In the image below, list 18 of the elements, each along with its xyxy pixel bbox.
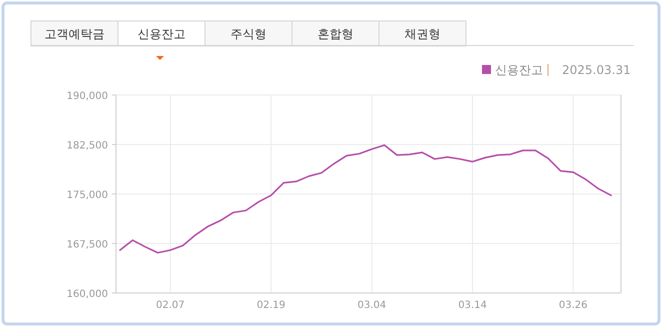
y-tick-label: 182,500 bbox=[66, 140, 108, 152]
x-tick-label: 03.04 bbox=[357, 300, 386, 311]
text: 고객예탁금 bbox=[44, 27, 104, 41]
y-tick-label: 160,000 bbox=[66, 289, 108, 300]
legend-label: 신용잔고 bbox=[495, 63, 543, 77]
chart-subtitle: 2025.03.31 bbox=[562, 63, 631, 77]
y-tick-label: 175,000 bbox=[66, 190, 108, 201]
line-series bbox=[119, 144, 612, 254]
x-tick-label: 02.07 bbox=[156, 300, 185, 311]
x-tick-label: 02.19 bbox=[256, 300, 286, 311]
text: 신용잔고 bbox=[138, 27, 186, 41]
text: 주식형 bbox=[230, 27, 266, 41]
text: 혼합형 bbox=[318, 27, 354, 41]
x-tick-label: 03.26 bbox=[558, 300, 588, 311]
text: 채권형 bbox=[404, 27, 440, 41]
x-tick-label: 03.14 bbox=[458, 300, 487, 311]
y-tick-label: 167,500 bbox=[66, 240, 108, 250]
y-tick-label: 190,000 bbox=[66, 91, 108, 102]
